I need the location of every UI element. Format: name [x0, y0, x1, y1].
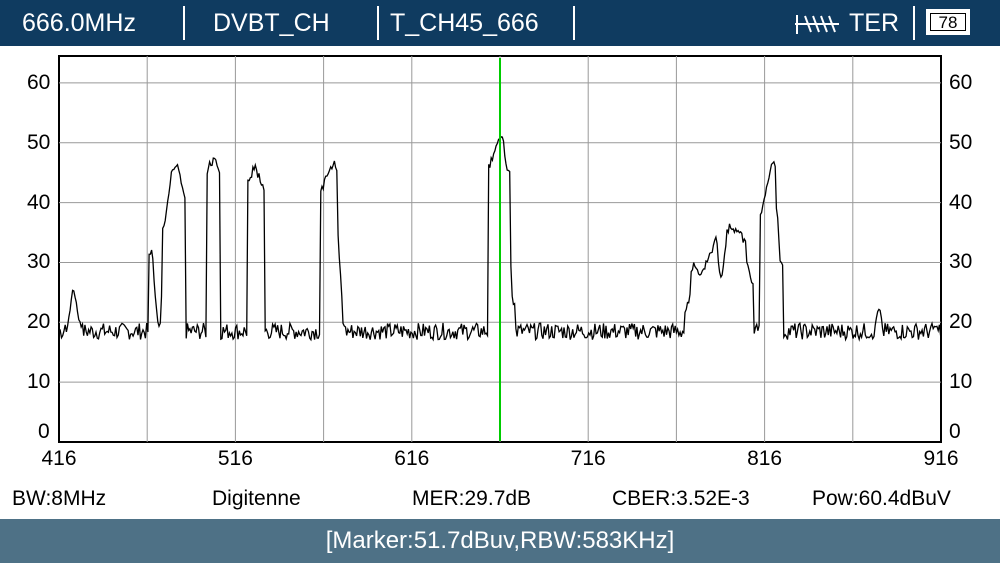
y-tick-label: 40: [949, 190, 973, 214]
y-tick-label: 30: [949, 250, 973, 274]
spectrum-chart[interactable]: [0, 46, 1000, 446]
x-tick-label: 416: [41, 447, 77, 470]
marker-info-bar: [Marker:51.7dBuv,RBW:583KHz]: [0, 519, 1000, 563]
y-tick-label: 50: [27, 130, 51, 154]
header-separator: [183, 6, 185, 40]
antenna-icon: [795, 15, 839, 34]
battery-icon: 78: [926, 9, 970, 35]
y-tick-label: 60: [27, 70, 51, 94]
y-tick-label: 20: [949, 310, 973, 334]
y-tick-label: 0: [38, 420, 50, 443]
x-tick-label: 816: [747, 447, 783, 470]
y-tick-label: 0: [949, 420, 961, 443]
battery-level: 78: [930, 13, 966, 32]
frequency-readout[interactable]: 666.0MHz: [22, 9, 136, 37]
y-tick-label: 30: [27, 250, 51, 274]
mer-readout: MER:29.7dB: [412, 487, 532, 510]
channel-readout[interactable]: T_CH45_666: [390, 9, 539, 37]
x-tick-label: 616: [394, 447, 430, 470]
status-header: 666.0MHz DVBT_CH T_CH45_666 TER 78: [0, 0, 1000, 46]
y-tick-label: 10: [27, 370, 51, 394]
y-tick-label: 40: [27, 190, 51, 214]
standard-readout[interactable]: DVBT_CH: [213, 9, 330, 37]
header-separator: [377, 6, 379, 40]
x-tick-label: 916: [923, 447, 959, 470]
y-tick-label: 20: [27, 310, 51, 334]
signal-type-label: TER: [849, 9, 899, 37]
x-tick-label: 516: [217, 447, 253, 470]
y-tick-label: 60: [949, 70, 973, 94]
header-separator: [573, 6, 575, 40]
header-separator: [913, 6, 915, 40]
y-tick-label: 50: [949, 130, 973, 154]
y-tick-label: 10: [949, 370, 973, 394]
network-name: Digitenne: [212, 487, 301, 510]
cber-readout: CBER:3.52E-3: [612, 487, 750, 510]
x-tick-label: 716: [570, 447, 606, 470]
power-readout: Pow:60.4dBuV: [812, 487, 951, 510]
bandwidth-readout: BW:8MHz: [12, 487, 107, 510]
